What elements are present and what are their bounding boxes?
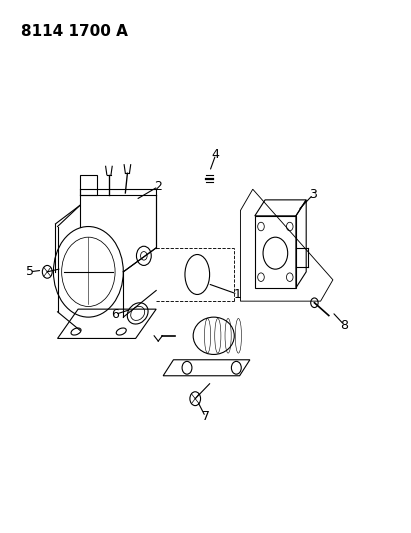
Text: 8114 1700 A: 8114 1700 A <box>21 24 127 39</box>
Text: 2: 2 <box>154 180 162 193</box>
Text: 4: 4 <box>212 148 220 161</box>
Text: 1: 1 <box>233 288 242 301</box>
Text: 7: 7 <box>201 410 210 423</box>
Text: 8: 8 <box>340 319 349 332</box>
Text: 6: 6 <box>111 308 119 321</box>
Text: 3: 3 <box>309 188 317 201</box>
Text: 5: 5 <box>25 265 34 278</box>
